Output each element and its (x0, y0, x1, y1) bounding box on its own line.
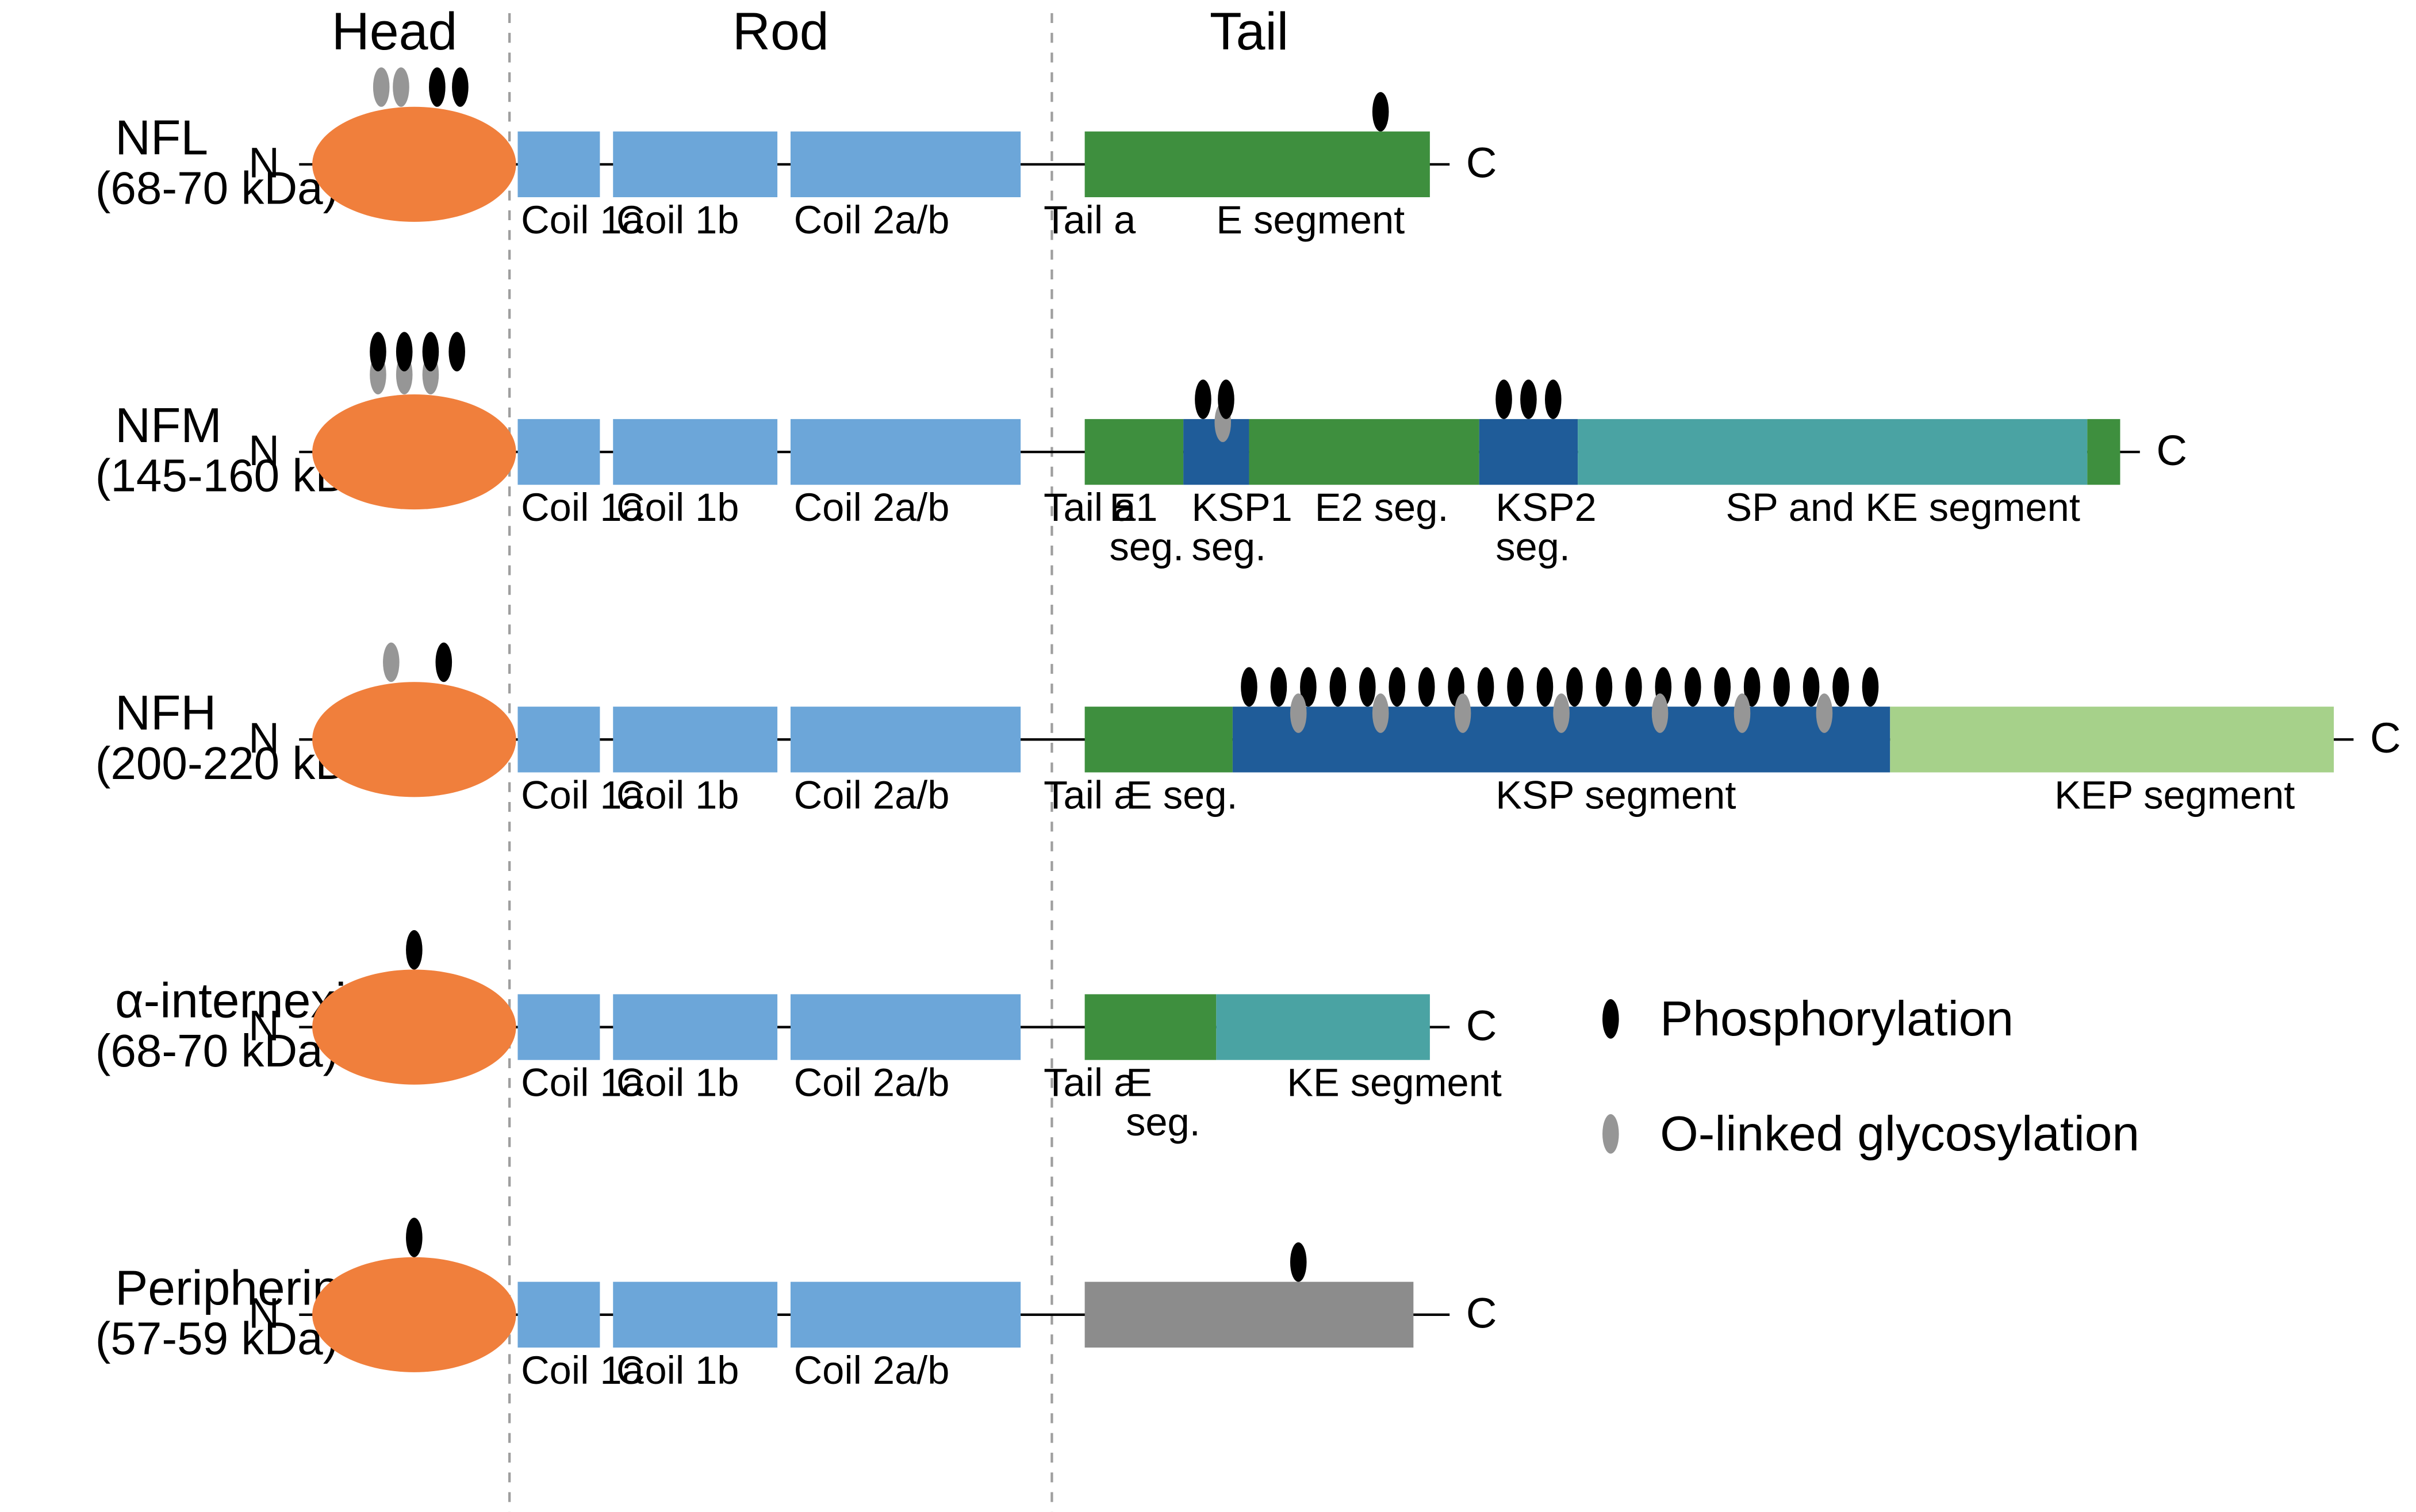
c-terminus: C (1466, 139, 1497, 187)
region-label-head: Head (332, 2, 458, 61)
coil-segment (791, 419, 1021, 485)
coil-segment (517, 1282, 600, 1348)
coil-segment (791, 707, 1021, 772)
protein-mw: (57-59 kDa) (95, 1313, 338, 1364)
head-domain (312, 682, 516, 797)
coil-segment (517, 132, 600, 197)
n-terminus: N (248, 1001, 279, 1049)
tail-segment (1578, 419, 2087, 485)
tail-segment-label: E1seg. (1109, 485, 1184, 569)
n-terminus: N (248, 427, 279, 474)
c-terminus: C (1466, 1290, 1497, 1337)
tail-a-label: Tail a (1044, 773, 1136, 817)
coil-segment (613, 1282, 777, 1348)
tail-segment (2087, 419, 2120, 485)
diagram-root: HeadRodTailNFL(68-70 kDa)NCCoil 1aCoil 1… (0, 0, 2416, 1512)
region-label-rod: Rod (733, 2, 829, 61)
c-terminus: C (2370, 714, 2401, 762)
coil-label: Coil 2a/b (794, 1348, 950, 1392)
legend-phospho-label: Phosphorylation (1660, 991, 2014, 1046)
tail-segment-label: E segment (1216, 198, 1405, 242)
c-terminus: C (2156, 427, 2187, 474)
legend-glyco-label: O-linked glycosylation (1660, 1106, 2139, 1161)
protein-row-peripherin: Peripherin(57-59 kDa)NCCoil 1aCoil 1bCoi… (95, 1218, 1497, 1392)
coil-label: Coil 1b (616, 1348, 739, 1392)
tail-segment-label: KE segment (1287, 1061, 1502, 1105)
coil-segment (517, 419, 600, 485)
coil-segment (517, 707, 600, 772)
coil-label: Coil 2a/b (794, 773, 950, 817)
coil-segment (791, 1282, 1021, 1348)
tail-segment (1085, 707, 1233, 772)
tail-segment-label: Eseg. (1126, 1061, 1201, 1145)
coil-segment (613, 132, 777, 197)
protein-name: Peripherin (115, 1261, 340, 1316)
c-terminus: C (1466, 1001, 1497, 1049)
tail-segment-label: KEP segment (2054, 773, 2295, 817)
tail-segment-label: KSP2seg. (1495, 485, 1596, 569)
tail-a-label: Tail a (1044, 198, 1136, 242)
coil-segment (791, 132, 1021, 197)
coil-label: Coil 2a/b (794, 485, 950, 529)
tail-segment (1890, 707, 2334, 772)
protein-mw: (68-70 kDa) (95, 162, 338, 213)
coil-label: Coil 1b (616, 485, 739, 529)
coil-segment (613, 419, 777, 485)
n-terminus: N (248, 1290, 279, 1337)
tail-segment-label: E2 seg. (1315, 485, 1449, 529)
protein-row-nfl: NFL(68-70 kDa)NCCoil 1aCoil 1bCoil 2a/bT… (95, 67, 1497, 242)
protein-mw: (68-70 kDa) (95, 1025, 338, 1076)
coil-label: Coil 1b (616, 198, 739, 242)
tail-segment (1249, 419, 1479, 485)
coil-segment (517, 994, 600, 1060)
tail-segment (1085, 1282, 1414, 1348)
coil-label: Coil 1b (616, 1061, 739, 1105)
tail-segment-label: SP and KE segment (1725, 485, 2080, 529)
coil-label: Coil 2a/b (794, 1061, 950, 1105)
head-domain (312, 1257, 516, 1372)
head-domain (312, 394, 516, 509)
coil-segment (791, 994, 1021, 1060)
tail-segment (1085, 994, 1217, 1060)
head-domain (312, 107, 516, 222)
tail-segment (1479, 419, 1578, 485)
legend: Phosphorylation O-linked glycosylation (1602, 991, 2139, 1161)
protein-row-nfh: NFH(200-220 kDa)NCCoil 1aCoil 1bCoil 2a/… (95, 643, 2401, 818)
protein-name: NFH (115, 685, 216, 740)
coil-label: Coil 1b (616, 773, 739, 817)
tail-segment (1216, 994, 1430, 1060)
tail-a-label: Tail a (1044, 1061, 1136, 1105)
tail-segment-label: KSP segment (1495, 773, 1736, 817)
tail-segment-label: E seg. (1126, 773, 1237, 817)
tail-segment (1085, 132, 1430, 197)
n-terminus: N (248, 139, 279, 187)
protein-row-nfm: NFM(145-160 kDa)NCCoil 1aCoil 1bCoil 2a/… (95, 332, 2187, 569)
head-domain (312, 970, 516, 1085)
protein-row-α-internexin: α-internexin(68-70 kDa)NCCoil 1aCoil 1bC… (95, 930, 1502, 1144)
coil-segment (613, 707, 777, 772)
protein-name: NFM (115, 398, 222, 453)
coil-label: Coil 2a/b (794, 198, 950, 242)
region-label-tail: Tail (1210, 2, 1288, 61)
tail-segment-label: KSP1seg. (1191, 485, 1292, 569)
coil-segment (613, 994, 777, 1060)
protein-name: NFL (115, 110, 208, 166)
tail-segment (1085, 419, 1184, 485)
n-terminus: N (248, 714, 279, 762)
